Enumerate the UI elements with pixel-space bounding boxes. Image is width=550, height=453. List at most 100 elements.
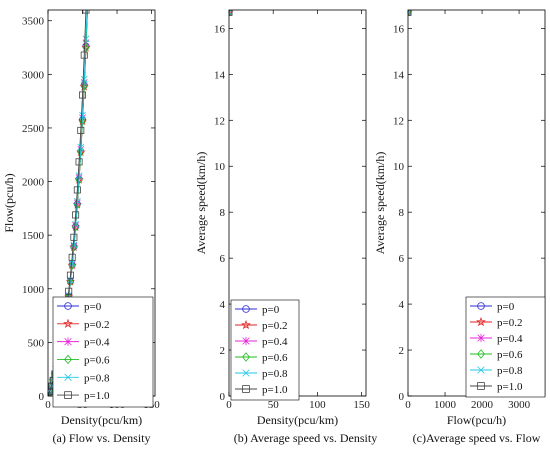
legend-label: p=0.8 — [84, 372, 110, 384]
series-line-p=0.2 — [408, 0, 550, 14]
x-tick-label: 1000 — [434, 399, 457, 411]
y-tick-label: 8 — [220, 207, 226, 219]
series-point-p=1.0 — [75, 158, 83, 166]
y-tick-label: 12 — [214, 115, 225, 127]
series-point-p=0.8 — [48, 392, 52, 396]
legend: p=0 p=0.2 p=0.4 p=0.6 p=0.8 p=1.0 — [230, 299, 300, 401]
series-line-p=0.4 — [229, 0, 359, 16]
series-point-p=0.6 — [66, 277, 75, 287]
legend-marker — [64, 391, 72, 399]
y-tick-label: 4 — [220, 299, 226, 311]
legend-marker — [64, 337, 72, 346]
legend-marker — [477, 349, 485, 359]
legend-label: p=0 — [84, 301, 102, 313]
y-tick-label: 3000 — [22, 69, 45, 81]
panel-flow-vs-density: Flow(pcu/h) Density(pcu/km) (a) Flow vs.… — [2, 0, 160, 445]
legend-box — [52, 296, 154, 408]
x-tick-label: 0 — [405, 399, 411, 411]
series-line-p=0.6 — [229, 0, 359, 14]
series-point-p=1.0 — [408, 10, 412, 16]
y-tick-label: 16 — [393, 23, 405, 35]
series-point-p=0.6 — [75, 175, 83, 185]
legend-label: p=0.4 — [262, 336, 288, 348]
series-point-p=0.2 — [84, 0, 91, 6]
y-tick-label: 4 — [399, 299, 405, 311]
series-point-p=0.6 — [85, 0, 91, 7]
series-point-p=0.6 — [78, 116, 87, 126]
series-line-p=0.8 — [408, 0, 550, 16]
series-point-p=1.0 — [148, 0, 154, 6]
y-tick-label: 0 — [39, 391, 45, 403]
y-tick-label: 500 — [28, 337, 45, 349]
series-point-p=0.6 — [77, 147, 85, 157]
legend-marker — [476, 316, 486, 327]
series-point-p=0.8 — [68, 260, 76, 267]
legend: p=0 p=0.2 p=0.4 p=0.6 p=0.8 p=1.0 — [465, 296, 546, 398]
legend-marker — [477, 333, 485, 343]
legend-marker — [63, 318, 73, 328]
legend-label: p=0.8 — [262, 368, 288, 380]
series-point-p=0.8 — [79, 111, 86, 119]
legend-marker — [242, 305, 250, 313]
y-tick-label: 1000 — [22, 284, 45, 296]
caption-c: (c)Average speed vs. Flow — [413, 431, 541, 445]
x-tick-label: 0 — [45, 399, 51, 411]
series-point-p=0.6 — [408, 10, 412, 17]
y-tick-label: 12 — [393, 115, 404, 127]
y-tick-label: 2000 — [22, 177, 45, 189]
y-tick-label: 16 — [214, 23, 226, 35]
y-axis-label-a: Flow(pcu/h) — [2, 173, 16, 232]
legend-box — [230, 299, 300, 401]
legend-marker — [64, 373, 72, 381]
x-axis-label-c: Flow(pcu/h) — [447, 413, 506, 427]
series-point-p=0 — [358, 0, 364, 3]
y-tick-label: 2 — [399, 345, 405, 357]
series-point-p=1.0 — [82, 10, 90, 14]
legend-marker — [242, 352, 250, 362]
y-tick-label: 8 — [399, 207, 405, 219]
x-tick-label: 3000 — [508, 399, 531, 411]
series-point-p=1.0 — [65, 287, 73, 295]
y-tick-label: 14 — [393, 69, 405, 81]
series-point-p=1.0 — [80, 51, 88, 59]
legend-marker — [64, 354, 72, 365]
y-tick-label: 6 — [399, 253, 405, 265]
series-point-p=1.0 — [358, 0, 364, 6]
series-line-p=0.6 — [408, 0, 550, 14]
series-point-p=0.4 — [85, 0, 91, 2]
series-point-p=0.6 — [80, 82, 88, 91]
x-axis-label-a: Density(pcu/km) — [61, 413, 142, 427]
legend: p=0 p=0.2 p=0.4 p=0.6 p=0.8 p=1.0 — [52, 296, 154, 408]
legend-box — [465, 296, 546, 398]
series-point-p=0.8 — [73, 197, 81, 205]
y-tick-label: 10 — [393, 161, 405, 173]
series-point-p=1.0 — [77, 126, 85, 134]
series-point-p=1.0 — [79, 91, 87, 99]
series-line-p=1.0 — [229, 0, 359, 24]
series-point-p=0 — [0, 0, 3, 3]
legend-marker — [477, 366, 485, 374]
legend-marker — [242, 336, 250, 346]
caption-b: (b) Average speed vs. Density — [234, 431, 377, 445]
legend-label: p=0.2 — [84, 319, 109, 331]
plot-area-b — [229, 0, 365, 24]
series-point-p=1.0 — [0, 0, 6, 6]
x-tick-label: 50 — [268, 399, 280, 411]
series-line-p=0 — [408, 0, 550, 14]
legend-label: p=1.0 — [262, 384, 288, 396]
x-tick-label: 100 — [309, 399, 326, 411]
series-point-p=1.0 — [72, 211, 80, 219]
legend-label: p=0.4 — [84, 337, 110, 349]
series-point-p=1.0 — [66, 271, 74, 279]
x-tick-label: 0 — [226, 399, 232, 411]
y-tick-label: 0 — [220, 391, 226, 403]
legend-label: p=0.2 — [497, 317, 522, 329]
series-point-p=1.0 — [73, 186, 81, 194]
legend-label: p=0.6 — [84, 354, 110, 366]
series-line-p=0.2 — [229, 0, 359, 14]
series-point-p=0.8 — [82, 35, 90, 43]
series-line-p=0 — [229, 0, 359, 14]
series-point-p=0 — [85, 0, 91, 5]
